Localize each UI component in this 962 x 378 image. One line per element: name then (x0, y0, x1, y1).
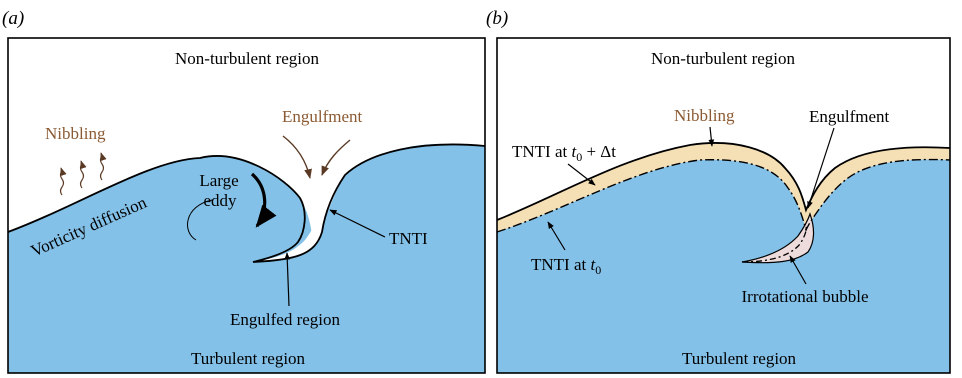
panel-a: (a) Non-turbulent region Turbulent regio… (2, 8, 486, 374)
panel-b-tnti-later-line (496, 142, 951, 221)
panel-a-frame (7, 37, 486, 374)
panel-b-tnti-t0-label: TNTI at t0 (531, 255, 601, 277)
panel-b-nibbling-pointer (708, 126, 715, 147)
panel-a-nibbling-wave-3 (99, 152, 107, 181)
panel-a-tnti-line (7, 143, 486, 263)
panel-a-large-eddy-label-1: Large (199, 171, 238, 190)
panel-a-nibbling-wave-1 (59, 167, 67, 196)
panel-b-bubble-pointer (789, 255, 807, 285)
panel-a-engulfment-arrow-left (282, 135, 312, 179)
panel-a-bottom-label: Turbulent region (191, 349, 306, 368)
panel-a-engulfed-region-label: Engulfed region (230, 310, 340, 329)
panel-b-tnti-t0-pointer (547, 221, 566, 251)
panel-b-irrotational-bubble-label: Irrotational bubble (742, 287, 869, 306)
panel-a-tnti-label: TNTI (389, 229, 428, 248)
panel-b-tag: (b) (486, 8, 508, 29)
panel-a-large-eddy-thin-arc (187, 199, 213, 241)
panel-a-nibbling-wave-2 (79, 160, 87, 189)
panel-a-engulfment-arrow-right (321, 139, 351, 176)
panel-a-turbulent-body (8, 143, 485, 373)
panel-b-top-label: Non-turbulent region (651, 49, 795, 68)
panel-b-tnti-t0-line (496, 158, 951, 233)
panel-a-nibbling-label: Nibbling (45, 124, 106, 143)
panel-a-tnti-pointer (329, 209, 386, 238)
panel-b-engulfment-pointer (807, 127, 835, 209)
panel-b-turbulent-body (497, 159, 950, 373)
panel-a-large-eddy-arrow (250, 172, 277, 228)
panel-a-tag: (a) (2, 8, 24, 29)
panel-a-engulfment-label: Engulfment (282, 107, 363, 126)
panel-b: (b) Non-turbulent region Turbulent regio… (486, 8, 951, 374)
panel-a-engulfed-pointer (284, 252, 291, 307)
panel-a-large-eddy-label-2: eddy (203, 191, 237, 210)
panel-a-top-label: Non-turbulent region (175, 49, 319, 68)
panel-b-nibbling-band (497, 142, 950, 232)
panel-b-engulfment-label: Engulfment (809, 107, 890, 126)
panel-b-tnti-later-pointer (567, 163, 596, 186)
panel-b-frame (496, 37, 951, 374)
panel-b-tnti-later-label: TNTI at t0 + Δt (512, 142, 616, 164)
panel-b-nibbling-label: Nibbling (674, 106, 735, 125)
panel-b-bottom-label: Turbulent region (682, 349, 797, 368)
